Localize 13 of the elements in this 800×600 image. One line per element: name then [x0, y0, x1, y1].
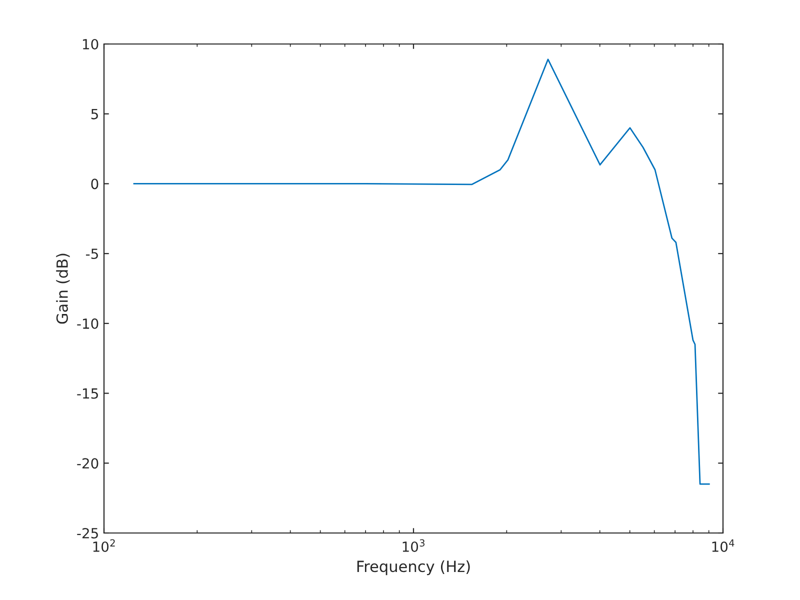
x-axis-title: Frequency (Hz) [357, 560, 470, 576]
x-tick-label: 10$^{2}$ [93, 539, 115, 552]
y-tick-label: -20 [77, 458, 98, 469]
y-tick-label: -10 [77, 318, 98, 329]
y-tick-label: 10 [82, 38, 98, 50]
y-tick-label: -5 [86, 248, 98, 260]
y-tick-label: 5 [91, 109, 98, 120]
x-tick-label: 10$^{3}$ [402, 539, 424, 552]
y-tick-label: -15 [77, 388, 98, 399]
y-axis-title: Gain (dB) [56, 254, 70, 324]
y-tick-label: 0 [91, 178, 98, 190]
y-tick-label: -25 [77, 528, 98, 538]
x-tick-label: 10$^{4}$ [712, 539, 734, 552]
